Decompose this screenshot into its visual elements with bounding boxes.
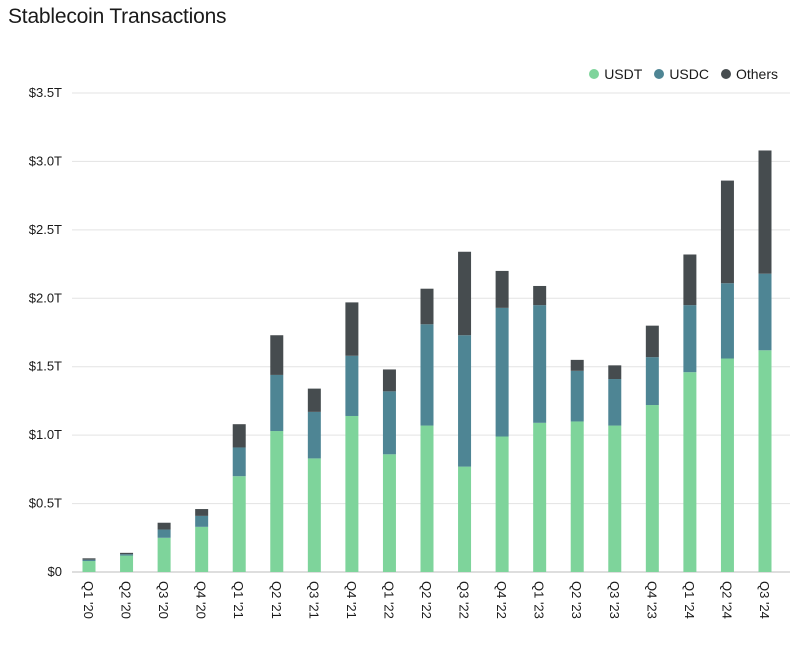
x-tick-label: Q4 '23 [644,581,659,619]
bar-usdc [82,559,96,562]
x-tick-label: Q1 '20 [81,581,96,619]
bar-others [382,369,396,392]
y-tick-label: $1.0T [29,427,62,442]
bar-others [458,251,472,336]
y-tick-label: $3.5T [29,85,62,100]
bar-others [307,388,321,412]
bar-usdt [82,561,96,572]
bar-usdt [720,358,734,572]
legend-item-others: Others [720,66,778,82]
y-tick-label: $1.5T [29,359,62,374]
bar-usdt [232,476,246,572]
x-tick-label: Q3 '24 [757,581,772,619]
bar-usdt [608,425,622,572]
x-tick-label: Q3 '21 [306,581,321,619]
bar-usdc [495,307,509,437]
bar-others [82,558,96,560]
bar-usdt [195,526,209,572]
bar-usdt [645,405,659,572]
legend-swatch-usdc [654,69,665,79]
bar-usdt [157,537,171,572]
bar-usdc [570,370,584,422]
x-tick-label: Q3 '23 [607,581,622,619]
chart-legend: USDT USDC Others [589,66,778,82]
x-tick-label: Q4 '20 [194,581,209,619]
bar-usdt [458,466,472,572]
bar-usdc [533,305,547,423]
legend-item-usdc: USDC [654,66,709,82]
bar-usdc [458,335,472,467]
bar-usdc [307,411,321,459]
y-tick-label: $3.0T [29,153,62,168]
legend-label-usdt: USDT [604,66,643,82]
bar-usdc [345,355,359,416]
x-tick-label: Q1 '21 [231,581,246,619]
legend-swatch-usdt [589,69,600,79]
bar-usdt [420,425,434,572]
bar-others [345,302,359,356]
legend-item-usdt: USDT [589,66,642,82]
bar-usdc [758,273,772,351]
bar-usdc [382,391,396,455]
bar-usdc [157,529,171,538]
bar-usdc [232,447,246,477]
x-tick-label: Q3 '22 [457,581,472,619]
legend-swatch-others [720,69,731,79]
bar-others [195,509,209,516]
bar-others [645,325,659,358]
chart-title: Stablecoin Transactions [8,5,227,28]
bar-usdt [120,555,134,572]
bar-others [683,254,697,306]
bar-others [157,522,171,530]
bar-usdc [270,374,284,432]
legend-label-usdc: USDC [669,66,709,82]
bar-usdc [195,515,209,527]
bar-usdt [495,436,509,572]
bar-others [758,150,772,274]
x-tick-label: Q4 '22 [494,581,509,619]
bars [82,150,772,572]
x-tick-label: Q1 '23 [532,581,547,619]
bar-others [270,335,284,375]
x-tick-label: Q2 '24 [719,581,734,619]
bar-usdc [645,357,659,406]
bar-others [495,270,509,308]
bar-usdc [683,305,697,373]
bar-usdt [307,458,321,572]
bar-usdt [345,415,359,572]
bar-others [420,288,434,325]
bar-usdt [570,421,584,572]
bar-usdc [720,283,734,359]
x-tick-label: Q4 '21 [344,581,359,619]
bar-usdt [683,372,697,572]
x-tick-label: Q2 '20 [119,581,134,619]
x-tick-label: Q2 '23 [569,581,584,619]
x-tick-label: Q2 '22 [419,581,434,619]
x-axis-ticks: Q1 '20 Q2 '20 Q3 '20 Q4 '20 Q1 '21 Q2 '21 Q3 '… [81,581,772,619]
bar-usdc [608,379,622,426]
bar-others [720,180,734,284]
bar-usdc [420,324,434,426]
x-tick-label: Q1 '24 [682,581,697,619]
bar-others [570,359,584,371]
x-tick-label: Q3 '20 [156,581,171,619]
y-tick-label: $0 [48,564,62,579]
x-tick-label: Q2 '21 [269,581,284,619]
bar-usdc [120,554,134,556]
bar-usdt [533,422,547,572]
bar-usdt [758,350,772,572]
bar-others [120,552,134,555]
bar-usdt [382,454,396,572]
y-axis-ticks: $0 $0.5T $1.0T $1.5T $2.0T $2.5T $3.0T $3.5T [29,85,62,579]
y-tick-label: $2.5T [29,222,62,237]
bar-others [608,365,622,380]
y-tick-label: $0.5T [29,496,62,511]
bar-others [533,285,547,306]
bar-usdt [270,431,284,572]
bar-others [232,424,246,448]
legend-label-others: Others [735,66,778,82]
x-tick-label: Q1 '22 [381,581,396,619]
y-tick-label: $2.0T [29,290,62,305]
